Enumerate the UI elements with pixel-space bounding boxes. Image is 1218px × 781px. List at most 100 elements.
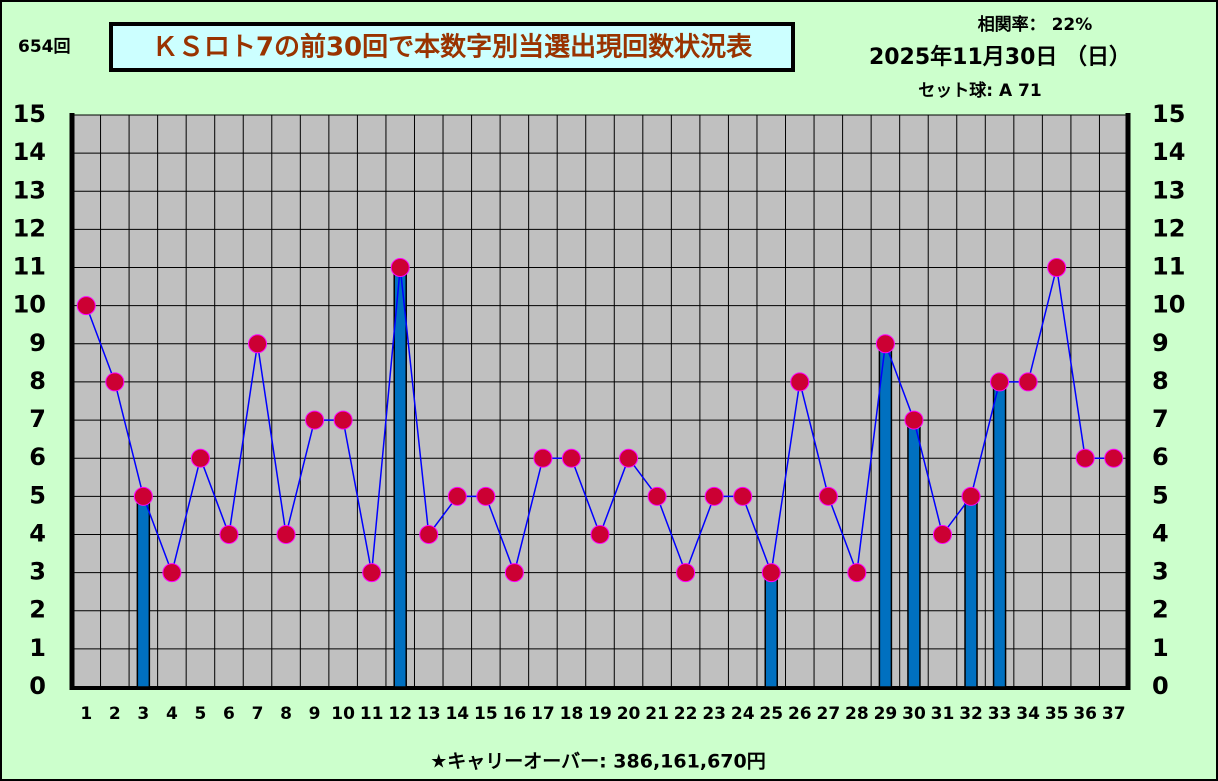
y-tick-label: 15 xyxy=(13,100,46,128)
marker xyxy=(818,486,838,506)
x-tick-label: 20 xyxy=(617,704,641,724)
marker xyxy=(504,563,524,583)
x-tick-label: 31 xyxy=(931,704,955,724)
marker xyxy=(133,486,153,506)
marker xyxy=(590,524,610,544)
y-tick-label: 3 xyxy=(29,558,46,586)
y-tick-label: 6 xyxy=(29,443,46,471)
x-tick-label: 17 xyxy=(531,704,555,724)
y2-tick-label: 15 xyxy=(1152,100,1185,128)
x-tick-label: 34 xyxy=(1016,704,1040,724)
x-tick-label: 8 xyxy=(280,704,292,724)
marker xyxy=(476,486,496,506)
x-tick-label: 35 xyxy=(1045,704,1069,724)
correlation: 相関率： 22% xyxy=(978,14,1093,35)
y-tick-label: 13 xyxy=(13,176,46,204)
x-tick-label: 15 xyxy=(474,704,498,724)
marker xyxy=(1075,448,1095,468)
x-tick-label: 36 xyxy=(1073,704,1097,724)
x-tick-label: 2 xyxy=(109,704,121,724)
y-tick-label: 1 xyxy=(29,634,46,662)
x-tick-label: 33 xyxy=(988,704,1012,724)
x-tick-label: 23 xyxy=(702,704,726,724)
y2-tick-label: 1 xyxy=(1152,634,1169,662)
x-tick-label: 7 xyxy=(252,704,264,724)
plot-area xyxy=(72,115,1128,687)
chart-title: ＫＳロト7の前30回で本数字別当選出現回数状況表 xyxy=(152,32,753,63)
y-tick-label: 11 xyxy=(13,253,46,281)
bar xyxy=(393,266,407,688)
x-tick-label: 28 xyxy=(845,704,869,724)
x-tick-label: 11 xyxy=(360,704,384,724)
marker xyxy=(704,486,724,506)
marker xyxy=(419,524,439,544)
marker xyxy=(390,258,410,278)
x-tick-label: 16 xyxy=(503,704,527,724)
y2-tick-label: 10 xyxy=(1152,291,1185,319)
y-tick-label: 14 xyxy=(13,138,46,166)
marker xyxy=(1104,448,1124,468)
marker xyxy=(76,296,96,316)
x-tick-label: 14 xyxy=(445,704,469,724)
bar xyxy=(764,571,778,688)
marker xyxy=(447,486,467,506)
marker xyxy=(162,563,182,583)
x-tick-label: 13 xyxy=(417,704,441,724)
y2-tick-label: 14 xyxy=(1152,138,1185,166)
x-tick-label: 26 xyxy=(788,704,812,724)
marker xyxy=(248,334,268,354)
marker xyxy=(904,410,924,430)
marker xyxy=(1018,372,1038,392)
y2-tick-label: 3 xyxy=(1152,558,1169,586)
marker xyxy=(305,410,325,430)
x-tick-label: 21 xyxy=(645,704,669,724)
marker xyxy=(561,448,581,468)
x-tick-label: 12 xyxy=(388,704,412,724)
bar xyxy=(964,495,978,688)
y-tick-label: 2 xyxy=(29,596,46,624)
marker xyxy=(647,486,667,506)
y2-tick-label: 4 xyxy=(1152,519,1169,547)
y-tick-label: 0 xyxy=(29,672,46,700)
marker xyxy=(1047,258,1067,278)
y-tick-label: 10 xyxy=(13,291,46,319)
x-tick-label: 30 xyxy=(902,704,926,724)
marker xyxy=(875,334,895,354)
y2-tick-label: 11 xyxy=(1152,253,1185,281)
y-tick-label: 5 xyxy=(29,481,46,509)
y-tick-label: 8 xyxy=(29,367,46,395)
x-tick-label: 5 xyxy=(195,704,207,724)
y-tick-label: 7 xyxy=(29,405,46,433)
y2-tick-label: 9 xyxy=(1152,329,1169,357)
footer: ★キャリーオーバー: 386,161,670円 xyxy=(430,751,765,773)
marker xyxy=(990,372,1010,392)
bar xyxy=(878,343,893,688)
y2-tick-label: 0 xyxy=(1152,672,1169,700)
marker xyxy=(932,524,952,544)
x-tick-label: 4 xyxy=(166,704,178,724)
marker xyxy=(847,563,867,583)
y2-tick-label: 7 xyxy=(1152,405,1169,433)
marker xyxy=(190,448,210,468)
y2-tick-label: 2 xyxy=(1152,596,1169,624)
title-box xyxy=(109,22,795,72)
y2-tick-label: 13 xyxy=(1152,176,1185,204)
marker xyxy=(733,486,753,506)
y2-tick-label: 6 xyxy=(1152,443,1169,471)
x-tick-label: 22 xyxy=(674,704,698,724)
x-tick-label: 1 xyxy=(80,704,92,724)
set-ball: セット球: A 71 xyxy=(918,81,1041,101)
x-tick-label: 10 xyxy=(331,704,355,724)
date: 2025年11月30日 （日） xyxy=(869,44,1131,70)
x-tick-label: 9 xyxy=(309,704,321,724)
x-tick-label: 19 xyxy=(588,704,612,724)
marker xyxy=(676,563,696,583)
x-tick-label: 37 xyxy=(1102,704,1126,724)
x-tick-label: 3 xyxy=(137,704,149,724)
marker xyxy=(105,372,125,392)
bar xyxy=(992,381,1007,688)
marker xyxy=(961,486,981,506)
draw-number: 654回 xyxy=(18,37,71,57)
